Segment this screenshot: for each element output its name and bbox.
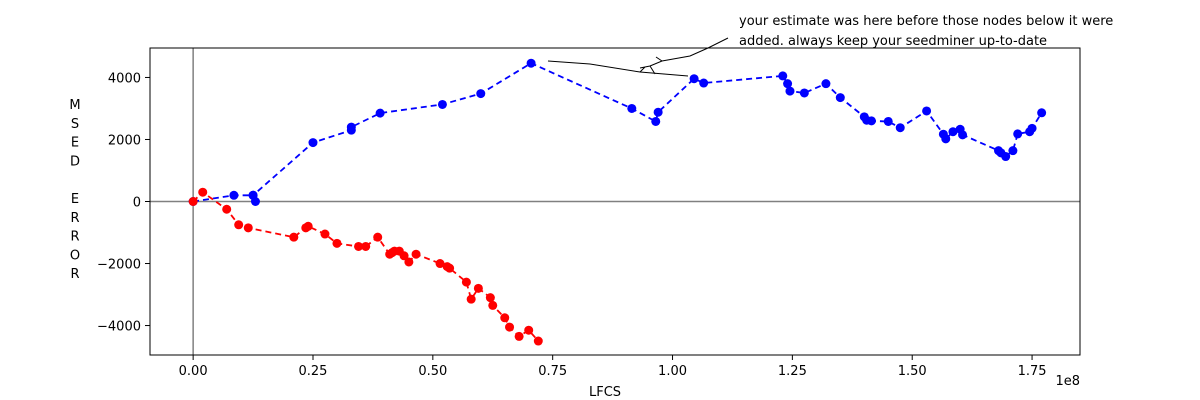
y-axis-title-letter: S [71, 117, 79, 132]
x-tick-label: 1.75 [1018, 364, 1047, 379]
series-0-point [437, 99, 447, 109]
series-0-point [699, 78, 709, 88]
series-0-point [799, 88, 809, 98]
series-1 [188, 187, 543, 346]
series-1-point [485, 293, 495, 303]
series-0-point [941, 134, 951, 144]
series-0-point [1013, 129, 1023, 139]
y-axis-title-letter: E [71, 136, 79, 151]
series-1-point [399, 251, 409, 261]
series-0-point [866, 116, 876, 126]
series-1-point [188, 197, 198, 206]
series-1-point [332, 238, 342, 248]
series-0-point [783, 79, 793, 89]
x-tick-label: 0.75 [538, 364, 567, 379]
x-tick-label: 0.00 [179, 364, 208, 379]
series-1-point [505, 322, 515, 332]
series-0-point [229, 190, 239, 200]
series-1-point [500, 313, 510, 323]
series-1-point [354, 241, 364, 251]
y-tick-label: 0 [133, 196, 141, 211]
y-axis-title-letter: M [69, 98, 80, 113]
series-1-point [445, 263, 455, 273]
series-1-point [243, 223, 253, 233]
series-0-point [883, 116, 893, 126]
y-tick-label: −4000 [97, 320, 141, 335]
series-0-point [922, 106, 932, 116]
series-0-point [1008, 146, 1018, 156]
series-0-point [1001, 152, 1011, 162]
series-1-point [435, 259, 445, 269]
series-0-point [308, 138, 318, 148]
series-1-point [222, 204, 232, 214]
series-1-point [404, 257, 414, 267]
series-1-point [289, 232, 299, 242]
series-1-point [514, 331, 524, 341]
y-axis-title-letter: R [70, 211, 79, 226]
annotation-arrow-icon [547, 37, 729, 77]
series-1-point [373, 232, 383, 242]
series-1-point [320, 229, 330, 239]
series-0-point [651, 116, 661, 126]
annotation-line-1: your estimate was here before those node… [739, 14, 1113, 29]
y-axis: −4000 −2000 0 2000 4000 [97, 71, 150, 335]
series-0-point [346, 122, 356, 132]
series-1-point [473, 283, 483, 293]
y-axis-title-letter: O [70, 248, 80, 263]
series-0-point [778, 71, 788, 81]
series-0-point [821, 79, 831, 89]
series-1-point [533, 336, 543, 346]
annotation-line-2: added. always keep your seedminer up-to-… [739, 34, 1047, 49]
series-0-point [653, 107, 663, 117]
series-0-point [526, 58, 536, 68]
y-tick-label: −2000 [97, 258, 141, 273]
series-1-point [488, 300, 498, 310]
x-tick-label: 1.25 [778, 364, 807, 379]
annotation: your estimate was here before those node… [547, 14, 1113, 77]
series-0-point [785, 86, 795, 96]
y-tick-label: 4000 [108, 71, 141, 86]
series-0-point [476, 89, 486, 99]
series-1-point [461, 277, 471, 287]
series-1-point [524, 325, 534, 335]
series-0-point [895, 123, 905, 133]
series-0 [188, 58, 1047, 206]
series-1-point [411, 249, 421, 259]
series-0-point [958, 130, 968, 140]
x-tick-label: 1.00 [658, 364, 687, 379]
y-axis-title-letter: D [70, 154, 80, 169]
y-axis-title-letter: R [70, 230, 79, 245]
series-0-point [375, 108, 385, 118]
x-tick-label: 0.25 [299, 364, 328, 379]
x-tick-label: 1.50 [898, 364, 927, 379]
series-layer [188, 58, 1047, 346]
series-0-point [689, 74, 699, 84]
series-0-point [627, 103, 637, 113]
series-1-point [361, 241, 371, 251]
series-0-point [248, 190, 258, 200]
series-0-point [948, 127, 958, 137]
y-tick-label: 2000 [108, 133, 141, 148]
series-0-point [1037, 108, 1047, 118]
x-offset-text: 1e8 [1055, 374, 1080, 389]
x-axis-title: LFCS [589, 385, 621, 400]
series-0-point [835, 93, 845, 103]
series-1-point [234, 220, 244, 230]
series-1-point [303, 221, 313, 231]
series-1-point [466, 294, 476, 304]
series-1-point [198, 187, 208, 197]
y-axis-title-letter: E [71, 192, 79, 207]
y-axis-title-letter: R [70, 267, 79, 282]
series-0-point [1027, 123, 1037, 133]
x-tick-label: 0.50 [418, 364, 447, 379]
x-axis: 0.00 0.25 0.50 0.75 1.00 1.25 1.50 1.75 [179, 355, 1047, 379]
